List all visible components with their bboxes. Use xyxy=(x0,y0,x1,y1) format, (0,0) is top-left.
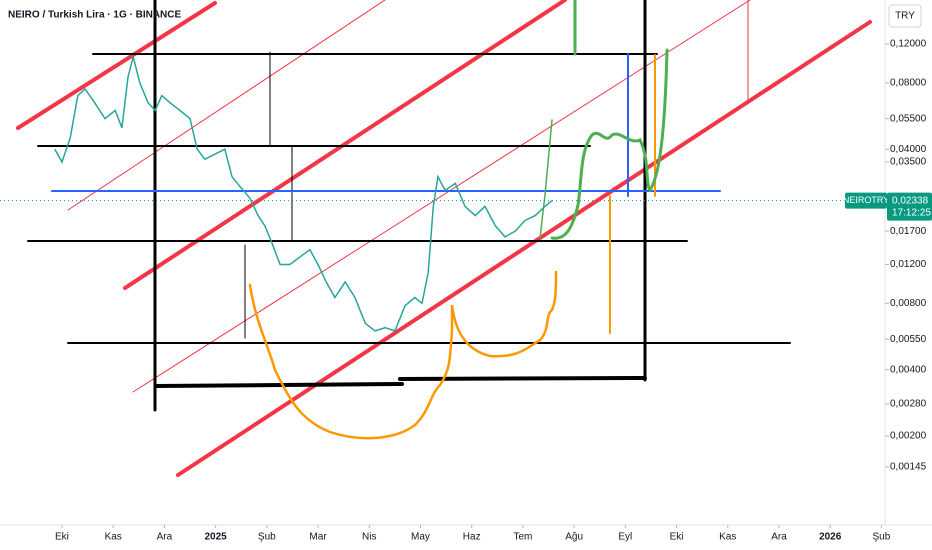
x-tick-label: Ağu xyxy=(565,532,583,543)
axes: 0,12000 0,08000 0,05500 0,04000 0,03500 0,017… xyxy=(55,39,927,543)
y-tick-label: 0,00145 xyxy=(890,461,927,472)
y-tick-label: 0,12000 xyxy=(890,39,927,50)
x-tick-label: Şub xyxy=(258,532,276,543)
price-badge-label: 0,02338 xyxy=(892,195,929,206)
price-series xyxy=(54,56,553,332)
horizontal-line xyxy=(398,376,647,381)
x-tick-label: Tem xyxy=(513,532,532,543)
drawings xyxy=(16,0,872,477)
y-tick-label: 0,01700 xyxy=(890,226,927,237)
price-line xyxy=(54,56,553,332)
trend-line xyxy=(132,0,751,393)
y-tick-label: 0,00550 xyxy=(890,334,927,345)
x-tick-label: Haz xyxy=(463,532,481,543)
x-tick-label: Ara xyxy=(771,532,787,543)
trend-line xyxy=(176,20,872,477)
x-tick-label: Kas xyxy=(105,532,122,543)
symbol-badge-label: NEIROTRY xyxy=(843,195,889,205)
y-tick-label: 0,04000 xyxy=(890,144,927,155)
y-tick-label: 0,01200 xyxy=(890,259,927,270)
price-badge xyxy=(887,192,932,221)
brush-stroke xyxy=(539,119,553,239)
trend-line xyxy=(16,1,217,130)
countdown-label: 17:12:25 xyxy=(892,207,931,218)
trend-line xyxy=(67,0,386,211)
currency-button[interactable] xyxy=(888,4,922,28)
x-tick-label: Şub xyxy=(873,532,891,543)
x-tick-label: Mar xyxy=(309,532,327,543)
x-tick-label: Eki xyxy=(55,532,69,543)
y-tick-label: 0,00400 xyxy=(890,364,927,375)
y-tick-label: 0,00200 xyxy=(890,431,927,442)
x-tick-label: 2026 xyxy=(819,532,842,543)
x-tick-label: Eki xyxy=(670,532,684,543)
horizontal-line xyxy=(155,382,404,388)
x-tick-label: Nis xyxy=(362,532,376,543)
x-tick-label: Ara xyxy=(157,532,173,543)
y-tick-label: 0,00800 xyxy=(890,298,927,309)
symbol-badge xyxy=(845,192,887,209)
x-tick-label: May xyxy=(411,532,430,543)
currency-label[interactable]: TRY xyxy=(895,11,915,22)
y-tick-label: 0,00280 xyxy=(890,398,927,409)
y-tick-label: 0,05500 xyxy=(890,113,927,124)
x-tick-label: Eyl xyxy=(618,532,632,543)
brush-stroke xyxy=(248,270,558,440)
y-tick-label: 0,03500 xyxy=(890,157,927,168)
y-tick-label: 0,08000 xyxy=(890,77,927,88)
x-tick-label: Kas xyxy=(719,532,736,543)
symbol-title: NEIRO / Turkish Lira · 1G · BINANCE xyxy=(8,10,181,21)
x-tick-label: 2025 xyxy=(204,532,227,543)
brush-stroke xyxy=(550,48,669,240)
